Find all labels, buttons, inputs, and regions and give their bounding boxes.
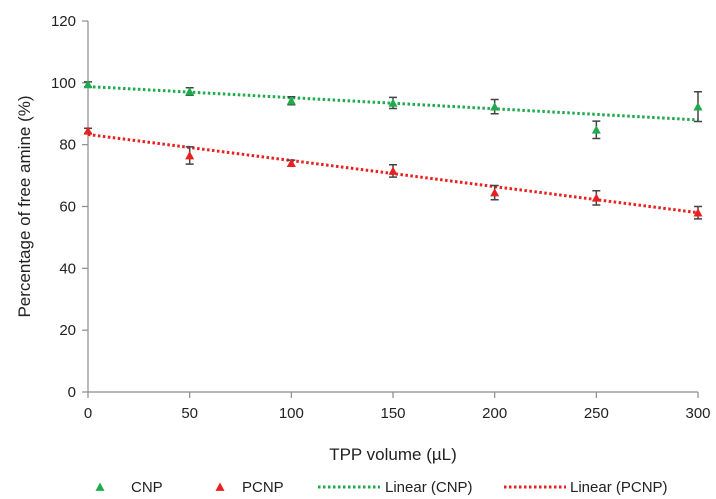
data-point-cnp — [591, 125, 601, 134]
data-point-cnp — [693, 102, 703, 111]
legend-cnp-label: CNP — [131, 479, 163, 496]
legend: CNP PCNP Linear (CNP) Linear (PCNP) — [95, 479, 668, 496]
y-tick-label: 80 — [59, 137, 76, 154]
legend-cnp-triangle-marker — [95, 482, 105, 491]
data-point-pcnp — [286, 158, 296, 168]
legend-linear-pcnp-label: Linear (PCNP) — [570, 479, 668, 496]
x-tick-label: 250 — [584, 405, 609, 422]
data-point-pcnp — [83, 126, 93, 135]
data-point-pcnp — [490, 188, 500, 197]
x-tick-label: 100 — [279, 405, 304, 422]
y-tick-label: 20 — [59, 322, 76, 339]
y-axis-title: Percentage of free amine (%) — [15, 95, 34, 317]
data-point-cnp — [185, 86, 195, 96]
legend-item-linear-cnp: Linear (CNP) — [318, 479, 473, 496]
data-point-cnp — [490, 102, 500, 111]
legend-item-cnp: CNP — [95, 479, 163, 496]
x-tick-label: 50 — [181, 405, 198, 422]
y-tick-label: 120 — [51, 13, 76, 30]
x-tick-label: 0 — [84, 405, 92, 422]
y-tick-label: 0 — [68, 384, 76, 401]
y-tick-label: 100 — [51, 75, 76, 92]
data-point-pcnp — [185, 150, 195, 160]
legend-pcnp-triangle-marker — [215, 482, 225, 491]
legend-item-pcnp: PCNP — [215, 479, 284, 496]
x-tick-label: 300 — [685, 405, 710, 422]
axes — [87, 21, 698, 393]
x-tick-label: 200 — [482, 405, 507, 422]
data-point-pcnp — [388, 166, 398, 175]
legend-item-linear-pcnp: Linear (PCNP) — [504, 479, 668, 496]
y-tick-label: 60 — [59, 199, 76, 216]
data-points — [83, 79, 703, 217]
x-tick-label: 150 — [380, 405, 405, 422]
data-point-cnp — [388, 98, 398, 107]
y-tick-label: 40 — [59, 260, 76, 277]
y-ticks: 0 20 40 60 80 100 120 — [51, 13, 88, 401]
data-point-pcnp — [591, 193, 601, 202]
legend-pcnp-label: PCNP — [242, 479, 284, 496]
data-point-cnp — [286, 96, 296, 105]
data-point-pcnp — [693, 208, 703, 217]
x-ticks: 0 50 100 150 200 250 300 — [84, 392, 711, 422]
legend-linear-cnp-label: Linear (CNP) — [385, 479, 473, 496]
x-axis-title: TPP volume (µL) — [329, 445, 457, 464]
data-point-cnp — [83, 79, 93, 89]
